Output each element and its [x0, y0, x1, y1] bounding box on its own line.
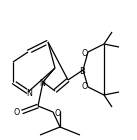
Text: O: O — [82, 48, 88, 58]
Text: N: N — [39, 79, 45, 88]
Text: N: N — [26, 88, 32, 97]
Text: B: B — [79, 67, 85, 76]
Text: O: O — [82, 81, 88, 90]
Text: O: O — [14, 108, 20, 116]
Text: O: O — [55, 108, 61, 117]
